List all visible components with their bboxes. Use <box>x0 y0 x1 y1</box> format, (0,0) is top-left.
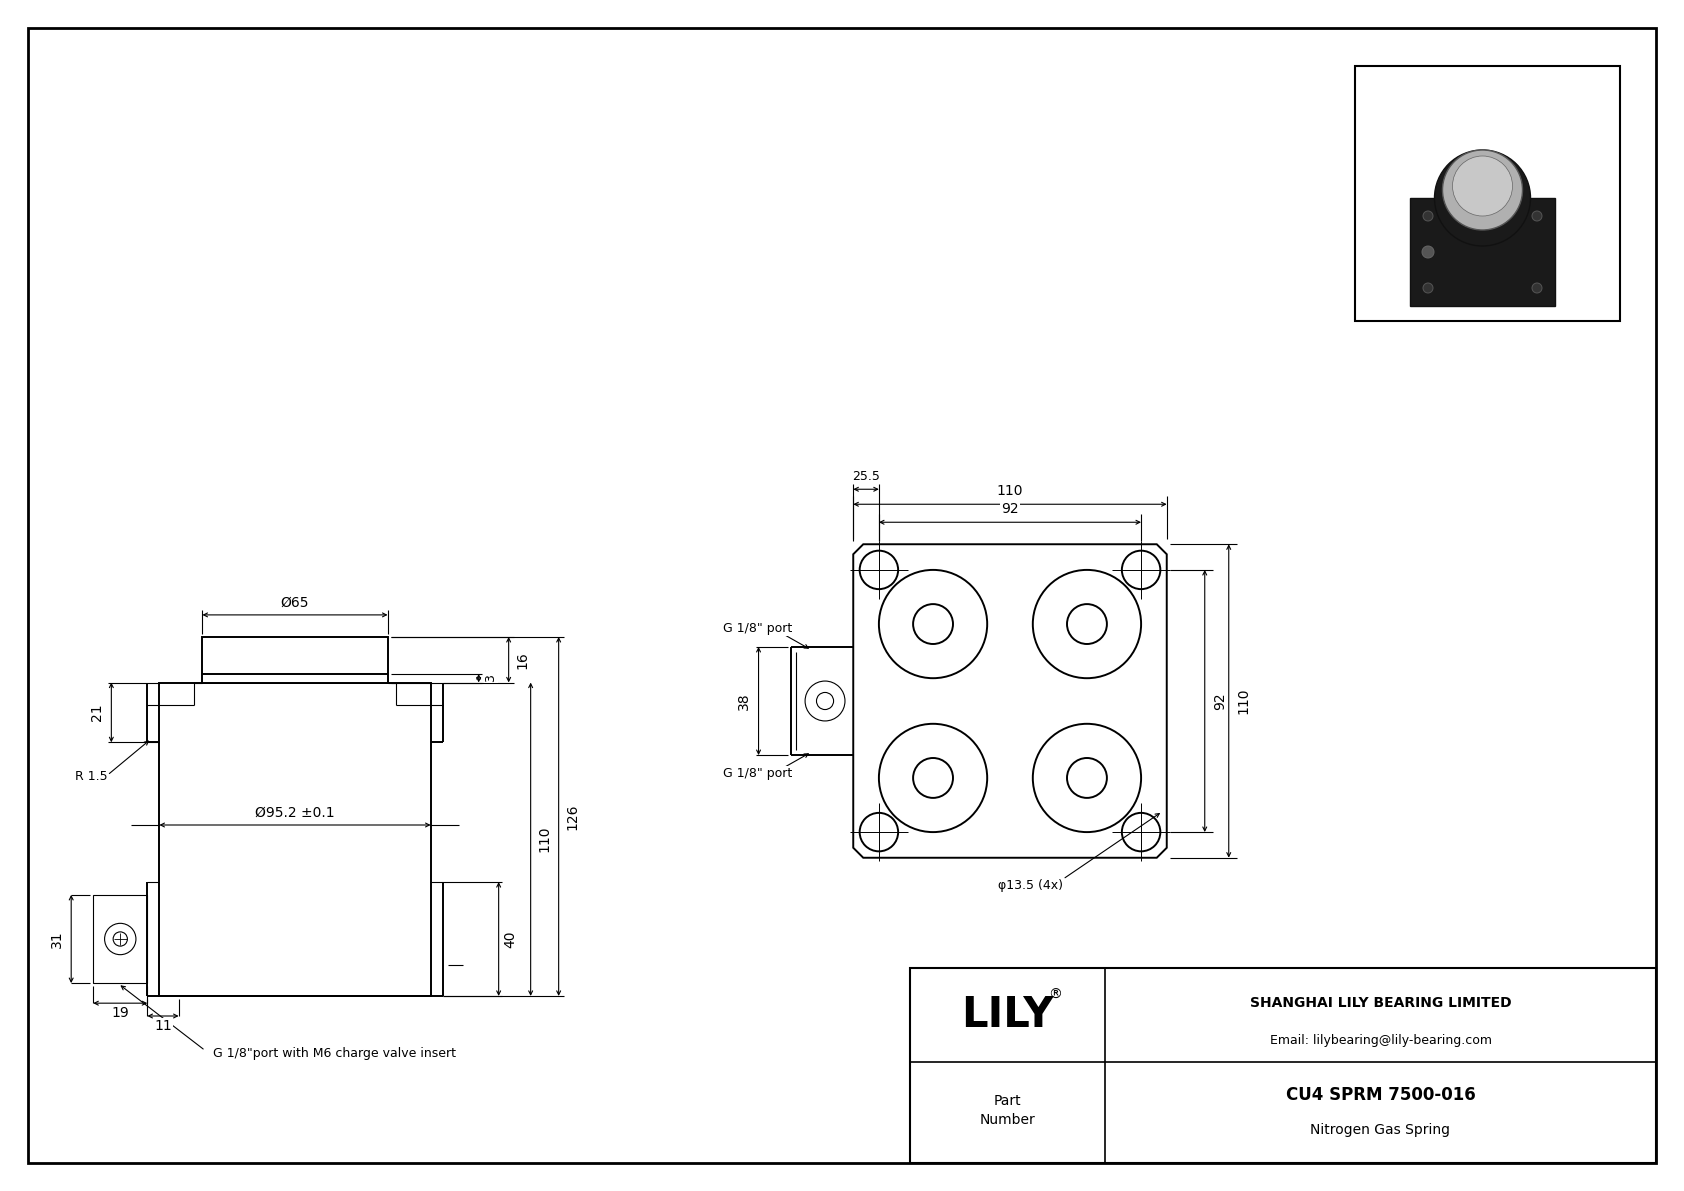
Text: 31: 31 <box>51 930 64 948</box>
Bar <box>909 968 1655 1162</box>
Circle shape <box>1435 150 1531 247</box>
Text: G 1/8"port with M6 charge valve insert: G 1/8"port with M6 charge valve insert <box>214 1048 456 1060</box>
Circle shape <box>859 550 898 590</box>
Bar <box>160 682 431 996</box>
Text: 11: 11 <box>155 1019 172 1033</box>
Circle shape <box>1423 211 1433 222</box>
Circle shape <box>913 604 953 644</box>
Circle shape <box>1532 211 1543 222</box>
Circle shape <box>879 724 987 833</box>
Text: Email: lilybearing@lily-bearing.com: Email: lilybearing@lily-bearing.com <box>1270 1034 1492 1047</box>
Circle shape <box>1421 247 1435 258</box>
Text: 40: 40 <box>504 930 517 948</box>
Bar <box>1356 66 1620 322</box>
Text: 25.5: 25.5 <box>852 469 881 482</box>
Circle shape <box>805 681 845 721</box>
Text: Ø65: Ø65 <box>281 596 310 610</box>
Circle shape <box>879 570 987 678</box>
Text: 38: 38 <box>736 692 751 710</box>
Text: 16: 16 <box>515 650 530 668</box>
Circle shape <box>1032 724 1142 833</box>
Bar <box>93 894 147 984</box>
Text: 126: 126 <box>566 803 579 830</box>
Text: 19: 19 <box>111 1006 130 1021</box>
Text: 110: 110 <box>997 485 1024 498</box>
Text: SHANGHAI LILY BEARING LIMITED: SHANGHAI LILY BEARING LIMITED <box>1250 996 1511 1010</box>
Text: 92: 92 <box>1212 692 1226 710</box>
Circle shape <box>1532 283 1543 293</box>
Polygon shape <box>854 544 1167 858</box>
Text: φ13.5 (4x): φ13.5 (4x) <box>997 879 1063 892</box>
Text: CU4 SPRM 7500-016: CU4 SPRM 7500-016 <box>1285 1086 1475 1104</box>
Text: 110: 110 <box>537 827 552 853</box>
Circle shape <box>1122 550 1160 590</box>
Text: G 1/8" port: G 1/8" port <box>722 767 791 780</box>
Circle shape <box>1453 156 1512 216</box>
Text: Part
Number: Part Number <box>980 1093 1036 1127</box>
Text: R 1.5: R 1.5 <box>76 771 108 782</box>
Text: Ø95.2 ±0.1: Ø95.2 ±0.1 <box>256 806 335 819</box>
Text: ®: ® <box>1049 987 1063 1002</box>
Circle shape <box>817 692 834 710</box>
Circle shape <box>1068 757 1106 798</box>
Text: 92: 92 <box>1002 503 1019 516</box>
Text: 21: 21 <box>91 704 104 722</box>
Circle shape <box>1423 283 1433 293</box>
Circle shape <box>1068 604 1106 644</box>
Text: 3: 3 <box>485 674 497 682</box>
Circle shape <box>1443 150 1522 230</box>
Text: 110: 110 <box>1236 687 1251 715</box>
Bar <box>202 637 387 682</box>
Bar <box>1410 198 1554 306</box>
Circle shape <box>1032 570 1142 678</box>
Text: Nitrogen Gas Spring: Nitrogen Gas Spring <box>1310 1123 1450 1137</box>
Circle shape <box>859 813 898 852</box>
Text: G 1/8" port: G 1/8" port <box>722 623 791 635</box>
Circle shape <box>913 757 953 798</box>
Text: LILY: LILY <box>962 993 1054 1036</box>
Circle shape <box>113 931 128 946</box>
Circle shape <box>104 923 136 955</box>
Circle shape <box>1122 813 1160 852</box>
